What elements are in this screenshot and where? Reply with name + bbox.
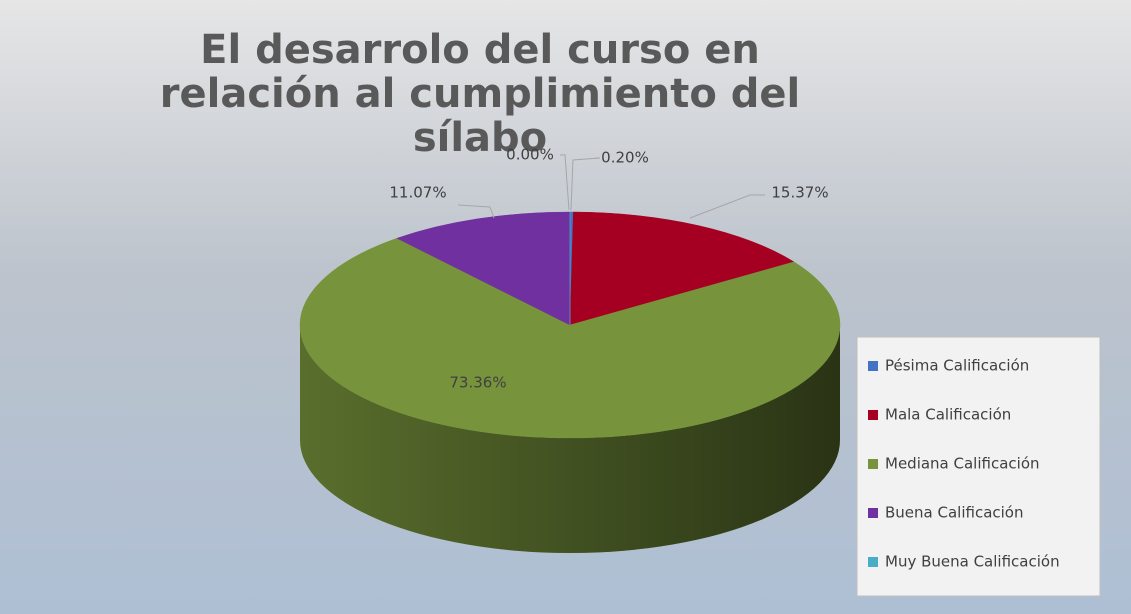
- legend-swatch: [868, 410, 878, 420]
- chart-title: El desarrolo del curso en relación al cu…: [159, 27, 801, 161]
- slice: [396, 211, 571, 326]
- data-label: 73.36%: [449, 374, 506, 392]
- legend-swatch: [868, 508, 878, 518]
- data-label: 0.20%: [601, 149, 649, 167]
- leader-line: [560, 154, 570, 211]
- data-label: 11.07%: [389, 184, 446, 202]
- leader-line: [689, 194, 765, 219]
- legend-swatch: [868, 361, 878, 371]
- side-shade: [300, 325, 840, 553]
- legend-label: Buena Calificación: [885, 504, 1023, 522]
- data-label: 0.00%: [506, 146, 554, 164]
- data-label: 15.37%: [771, 184, 828, 202]
- leader-line: [457, 204, 495, 219]
- legend-label: Muy Buena Calificación: [885, 553, 1060, 571]
- legend-box: [856, 336, 1101, 597]
- slice: [299, 237, 841, 439]
- legend-swatch: [868, 459, 878, 469]
- leader-line: [570, 157, 601, 211]
- legend-label: Mediana Calificación: [885, 455, 1040, 473]
- slice: [569, 211, 795, 326]
- legend-swatch: [868, 557, 878, 567]
- legend-label: Pésima Calificación: [885, 357, 1029, 375]
- legend-label: Mala Calificación: [885, 406, 1011, 424]
